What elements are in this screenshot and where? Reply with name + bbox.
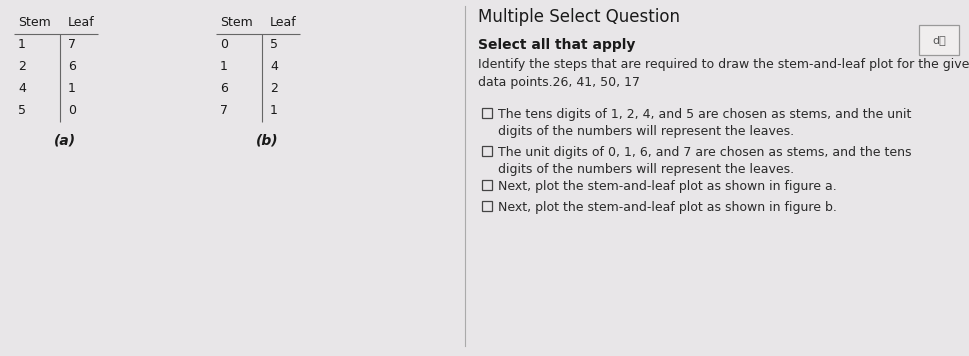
- Bar: [482, 201, 491, 211]
- Text: Select all that apply: Select all that apply: [478, 38, 635, 52]
- Text: 1: 1: [18, 38, 26, 52]
- Text: 1: 1: [220, 61, 228, 73]
- Text: Stem: Stem: [18, 16, 50, 29]
- Text: 0: 0: [220, 38, 228, 52]
- Text: 1: 1: [269, 105, 277, 117]
- Text: 4: 4: [18, 83, 26, 95]
- FancyBboxPatch shape: [918, 25, 958, 55]
- Text: 7: 7: [68, 38, 76, 52]
- Text: Stem: Stem: [220, 16, 253, 29]
- Text: The tens digits of 1, 2, 4, and 5 are chosen as stems, and the unit
digits of th: The tens digits of 1, 2, 4, and 5 are ch…: [497, 108, 911, 138]
- Text: 5: 5: [18, 105, 26, 117]
- Text: Multiple Select Question: Multiple Select Question: [478, 8, 679, 26]
- Text: The unit digits of 0, 1, 6, and 7 are chosen as stems, and the tens
digits of th: The unit digits of 0, 1, 6, and 7 are ch…: [497, 146, 911, 177]
- Text: 2: 2: [18, 61, 26, 73]
- Text: 2: 2: [269, 83, 277, 95]
- Text: (b): (b): [256, 134, 278, 148]
- Text: Identify the steps that are required to draw the stem-and-leaf plot for the give: Identify the steps that are required to …: [478, 58, 969, 89]
- Text: Leaf: Leaf: [269, 16, 297, 29]
- Text: 6: 6: [68, 61, 76, 73]
- Text: 4: 4: [269, 61, 277, 73]
- Bar: [482, 108, 491, 118]
- Text: 6: 6: [220, 83, 228, 95]
- Text: (a): (a): [54, 134, 76, 148]
- Bar: [482, 180, 491, 190]
- Text: 1: 1: [68, 83, 76, 95]
- Text: d⧸: d⧸: [931, 35, 945, 45]
- Text: Next, plot the stem-and-leaf plot as shown in figure a.: Next, plot the stem-and-leaf plot as sho…: [497, 180, 836, 193]
- Text: Next, plot the stem-and-leaf plot as shown in figure b.: Next, plot the stem-and-leaf plot as sho…: [497, 201, 836, 214]
- Text: 0: 0: [68, 105, 76, 117]
- Text: 5: 5: [269, 38, 278, 52]
- Text: 7: 7: [220, 105, 228, 117]
- Text: Leaf: Leaf: [68, 16, 95, 29]
- Bar: [482, 146, 491, 156]
